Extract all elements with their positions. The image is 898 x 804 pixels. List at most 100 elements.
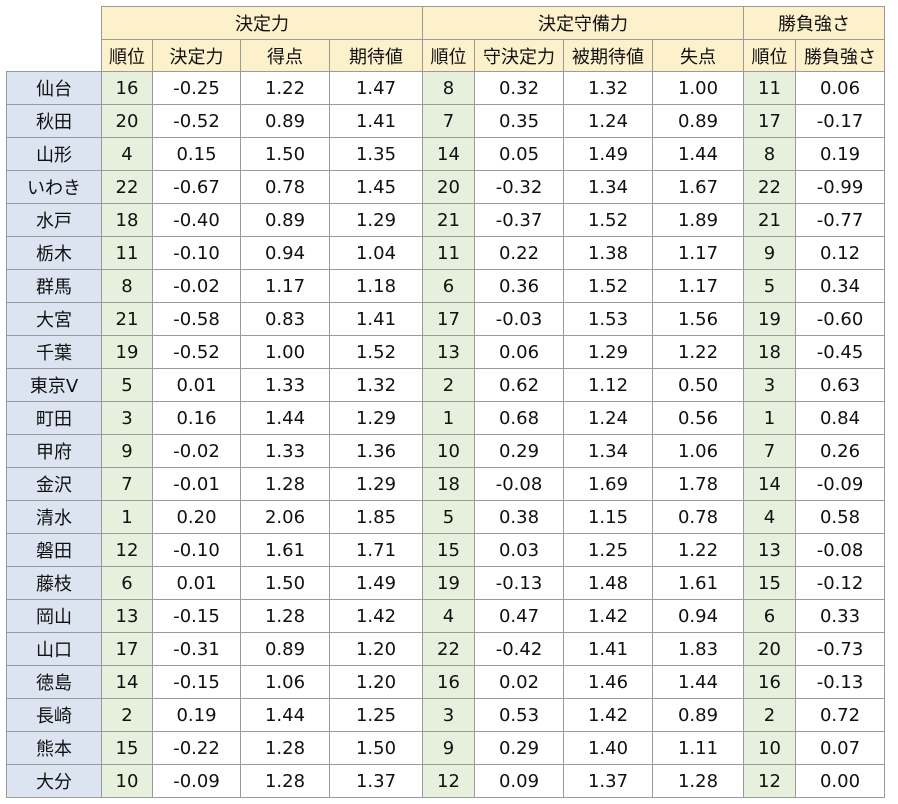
table-row: 岡山 13 -0.15 1.28 1.42 4 0.47 1.42 0.94 6 0.33 xyxy=(6,599,885,633)
value-cell: 1.52 xyxy=(563,269,653,303)
value-cell: 0.47 xyxy=(474,599,564,633)
value-cell: 0.72 xyxy=(795,698,885,732)
rank-cell: 22 xyxy=(422,632,475,666)
value-cell: 1.37 xyxy=(563,764,653,798)
rank-cell: 2 xyxy=(743,698,796,732)
rank-cell: 7 xyxy=(422,104,475,138)
value-cell: 1.29 xyxy=(329,203,423,237)
value-cell: 0.02 xyxy=(474,665,564,699)
value-cell: -0.08 xyxy=(474,467,564,501)
value-cell: 0.63 xyxy=(795,368,885,402)
value-cell: 0.06 xyxy=(474,335,564,369)
value-cell: 0.89 xyxy=(652,104,744,138)
value-cell: 0.16 xyxy=(152,401,241,435)
rank-cell: 6 xyxy=(422,269,475,303)
value-cell: -0.01 xyxy=(152,467,241,501)
value-cell: -0.58 xyxy=(152,302,241,336)
rank-cell: 22 xyxy=(101,170,153,204)
team-name-cell: 岡山 xyxy=(6,599,102,633)
value-cell: -0.45 xyxy=(795,335,885,369)
rank-cell: 19 xyxy=(101,335,153,369)
value-cell: 1.48 xyxy=(563,566,653,600)
table-row: 大宮 21 -0.58 0.83 1.41 17 -0.03 1.53 1.56 19 -0.60 xyxy=(6,302,885,336)
rank-cell: 3 xyxy=(743,368,796,402)
table-row: 熊本 15 -0.22 1.28 1.50 9 0.29 1.40 1.11 10 0.07 xyxy=(6,731,885,765)
value-cell: 1.06 xyxy=(240,665,330,699)
value-cell: -0.08 xyxy=(795,533,885,567)
value-cell: 0.50 xyxy=(652,368,744,402)
value-cell: 1.33 xyxy=(240,368,330,402)
value-cell: 0.22 xyxy=(474,236,564,270)
table-row: 藤枝 6 0.01 1.50 1.49 19 -0.13 1.48 1.61 15 -0.12 xyxy=(6,566,885,600)
table-row: 長崎 2 0.19 1.44 1.25 3 0.53 1.42 0.89 2 0.72 xyxy=(6,698,885,732)
value-cell: -0.02 xyxy=(152,434,241,468)
rank-cell: 6 xyxy=(743,599,796,633)
value-cell: -0.32 xyxy=(474,170,564,204)
value-cell: 1.24 xyxy=(563,104,653,138)
team-name-cell: いわき xyxy=(6,170,102,204)
team-name-cell: 金沢 xyxy=(6,467,102,501)
team-name-cell: 千葉 xyxy=(6,335,102,369)
rank-cell: 7 xyxy=(743,434,796,468)
team-name-cell: 磐田 xyxy=(6,533,102,567)
value-cell: 1.41 xyxy=(563,632,653,666)
value-cell: 1.44 xyxy=(652,137,744,171)
value-cell: 0.53 xyxy=(474,698,564,732)
rank-cell: 17 xyxy=(743,104,796,138)
rank-cell: 8 xyxy=(743,137,796,171)
rank-cell: 5 xyxy=(743,269,796,303)
team-name-cell: 長崎 xyxy=(6,698,102,732)
value-cell: 1.34 xyxy=(563,170,653,204)
value-cell: -0.60 xyxy=(795,302,885,336)
table-row: 群馬 8 -0.02 1.17 1.18 6 0.36 1.52 1.17 5 0.34 xyxy=(6,269,885,303)
value-cell: 0.78 xyxy=(652,500,744,534)
value-cell: 1.78 xyxy=(652,467,744,501)
value-cell: 0.29 xyxy=(474,434,564,468)
team-name-cell: 大宮 xyxy=(6,302,102,336)
value-cell: 0.36 xyxy=(474,269,564,303)
value-cell: 1.37 xyxy=(329,764,423,798)
value-cell: 0.84 xyxy=(795,401,885,435)
value-cell: -0.03 xyxy=(474,302,564,336)
value-cell: 0.94 xyxy=(240,236,330,270)
value-cell: -0.09 xyxy=(152,764,241,798)
rank-cell: 8 xyxy=(101,269,153,303)
team-name-cell: 栃木 xyxy=(6,236,102,270)
rank-cell: 4 xyxy=(101,137,153,171)
value-cell: 0.89 xyxy=(652,698,744,732)
rank-cell: 3 xyxy=(101,401,153,435)
value-cell: 1.49 xyxy=(563,137,653,171)
value-cell: 1.42 xyxy=(329,599,423,633)
column-header: 被期待値 xyxy=(563,39,653,72)
value-cell: -0.31 xyxy=(152,632,241,666)
table-row: 甲府 9 -0.02 1.33 1.36 10 0.29 1.34 1.06 7 0.26 xyxy=(6,434,885,468)
rank-cell: 1 xyxy=(422,401,475,435)
value-cell: 1.85 xyxy=(329,500,423,534)
rank-cell: 3 xyxy=(422,698,475,732)
rank-cell: 19 xyxy=(422,566,475,600)
value-cell: 0.33 xyxy=(795,599,885,633)
rank-cell: 10 xyxy=(101,764,153,798)
value-cell: 1.25 xyxy=(563,533,653,567)
rank-cell: 14 xyxy=(101,665,153,699)
rank-cell: 16 xyxy=(101,71,153,105)
rank-cell: 9 xyxy=(743,236,796,270)
table-row: 大分 10 -0.09 1.28 1.37 12 0.09 1.37 1.28 12 0.00 xyxy=(6,764,885,798)
rank-cell: 19 xyxy=(743,302,796,336)
value-cell: 1.20 xyxy=(329,632,423,666)
value-cell: 1.29 xyxy=(563,335,653,369)
value-cell: -0.10 xyxy=(152,533,241,567)
value-cell: 0.19 xyxy=(152,698,241,732)
value-cell: 1.61 xyxy=(652,566,744,600)
rank-cell: 2 xyxy=(422,368,475,402)
table-row: 町田 3 0.16 1.44 1.29 1 0.68 1.24 0.56 1 0.84 xyxy=(6,401,885,435)
table-row: 栃木 11 -0.10 0.94 1.04 11 0.22 1.38 1.17 9 0.12 xyxy=(6,236,885,270)
value-cell: -0.02 xyxy=(152,269,241,303)
rank-cell: 14 xyxy=(743,467,796,501)
team-name-cell: 藤枝 xyxy=(6,566,102,600)
group-header-shubi: 決定守備力 xyxy=(422,6,744,40)
column-header: 順位 xyxy=(743,39,796,72)
table-row: 千葉 19 -0.52 1.00 1.52 13 0.06 1.29 1.22 18 -0.45 xyxy=(6,335,885,369)
team-name-cell: 町田 xyxy=(6,401,102,435)
value-cell: 1.28 xyxy=(240,731,330,765)
